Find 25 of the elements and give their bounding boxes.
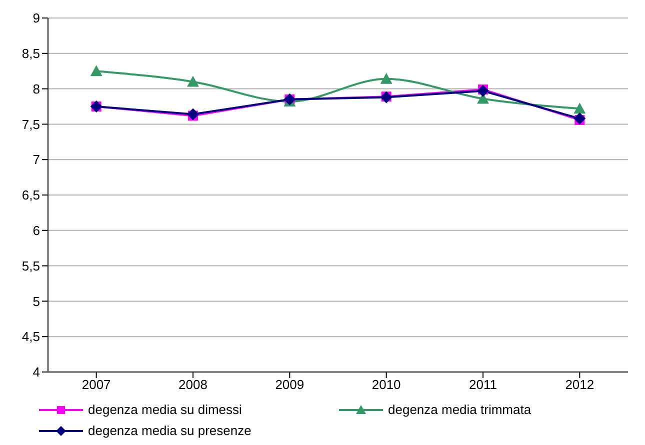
y-tick-label: 7 <box>32 152 40 168</box>
y-tick-label: 9 <box>32 10 40 26</box>
point <box>90 65 102 76</box>
point <box>574 102 586 114</box>
legend-label: degenza media su presenze <box>88 423 252 438</box>
x-tick-label: 2010 <box>372 377 401 392</box>
point <box>187 76 199 87</box>
x-tick-label: 2007 <box>82 377 111 392</box>
point <box>187 108 199 120</box>
point <box>380 72 392 84</box>
y-tick-label: 5 <box>32 294 40 309</box>
y-tick-label: 8,5 <box>22 46 40 62</box>
y-tick-label: 7,5 <box>22 116 40 132</box>
x-tick-label: 2009 <box>275 377 304 392</box>
x-tick-label: 2008 <box>178 377 208 392</box>
y-tick-label: 8 <box>32 81 40 96</box>
y-tick-label: 4,5 <box>22 329 40 344</box>
x-tick-label: 2012 <box>565 377 594 392</box>
legend-label: degenza media trimmata <box>388 402 532 417</box>
y-tick-label: 6,5 <box>22 188 40 203</box>
y-tick-label: 5,5 <box>22 258 40 274</box>
legend-label: degenza media su dimessi <box>88 402 242 417</box>
y-tick-label: 4 <box>32 364 40 380</box>
x-tick-label: 2011 <box>469 377 497 392</box>
y-tick-label: 6 <box>32 223 40 238</box>
